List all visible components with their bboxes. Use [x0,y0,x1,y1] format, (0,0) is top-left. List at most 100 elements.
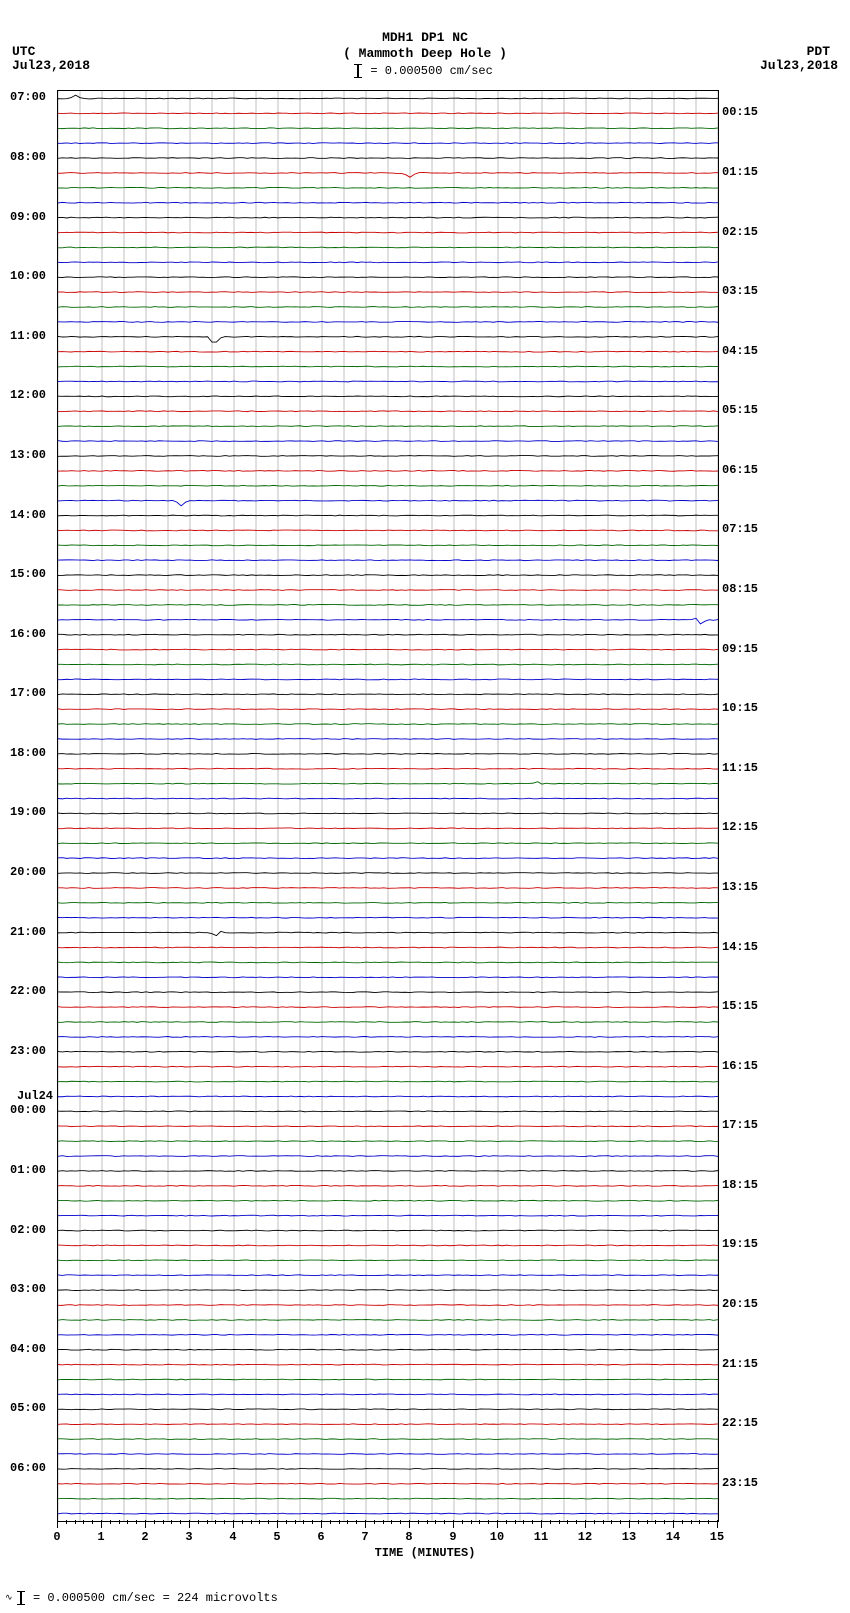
xtick-minor [594,1520,595,1524]
xtick-minor [691,1520,692,1524]
ylabel-left: 20:00 [10,865,46,879]
xtick-minor [559,1520,560,1524]
xtick-minor [576,1520,577,1524]
ylabel-right: 07:15 [722,522,758,536]
xtick-label: 7 [361,1530,368,1544]
xtick-minor [198,1520,199,1524]
xaxis-label: TIME (MINUTES) [0,1546,850,1560]
xtick-label: 3 [185,1530,192,1544]
ylabel-left: 05:00 [10,1401,46,1415]
xtick-major [145,1520,146,1528]
xtick-minor [427,1520,428,1524]
xtick-minor [92,1520,93,1524]
xtick-label: 11 [534,1530,548,1544]
xtick-label: 15 [710,1530,724,1544]
date-right: Jul23,2018 [760,58,838,73]
xtick-major [101,1520,102,1528]
ylabel-right: 23:15 [722,1476,758,1490]
xtick-minor [391,1520,392,1524]
ylabel-left: 21:00 [10,925,46,939]
xtick-minor [110,1520,111,1524]
xtick-minor [154,1520,155,1524]
xtick-minor [550,1520,551,1524]
xtick-label: 8 [405,1530,412,1544]
xtick-minor [180,1520,181,1524]
ylabel-left: 09:00 [10,210,46,224]
xtick-minor [356,1520,357,1524]
ylabel-left: 06:00 [10,1461,46,1475]
station-code: MDH1 DP1 NC [0,30,850,45]
xtick-minor [603,1520,604,1524]
ylabel-left: 03:00 [10,1282,46,1296]
xtick-minor [620,1520,621,1524]
ylabel-right: 13:15 [722,880,758,894]
xtick-major [717,1520,718,1528]
xtick-minor [207,1520,208,1524]
ylabel-left: 18:00 [10,746,46,760]
xtick-minor [488,1520,489,1524]
xtick-minor [259,1520,260,1524]
xtick-major [57,1520,58,1528]
ylabel-left: 04:00 [10,1342,46,1356]
xtick-label: 6 [317,1530,324,1544]
station-name: ( Mammoth Deep Hole ) [0,46,850,61]
xtick-label: 5 [273,1530,280,1544]
scale-bar-icon [357,64,359,78]
tz-left: UTC [12,44,35,59]
ylabel-right: 15:15 [722,999,758,1013]
xtick-minor [83,1520,84,1524]
day2-label: Jul24 [17,1089,53,1103]
ylabel-right: 02:15 [722,225,758,239]
xtick-minor [418,1520,419,1524]
xtick-minor [224,1520,225,1524]
xtick-label: 12 [578,1530,592,1544]
xtick-minor [374,1520,375,1524]
ylabel-left: 02:00 [10,1223,46,1237]
scale-text: = 0.000500 cm/sec [370,64,492,78]
ylabel-right: 20:15 [722,1297,758,1311]
xtick-minor [383,1520,384,1524]
xtick-minor [682,1520,683,1524]
xtick-minor [638,1520,639,1524]
ylabel-right: 16:15 [722,1059,758,1073]
ylabel-right: 09:15 [722,642,758,656]
seismogram-container: MDH1 DP1 NC ( Mammoth Deep Hole ) = 0.00… [0,0,850,1613]
scale-bar-icon [20,1591,22,1605]
xtick-minor [163,1520,164,1524]
xtick-minor [462,1520,463,1524]
xtick-minor [699,1520,700,1524]
date-left: Jul23,2018 [12,58,90,73]
xtick-minor [136,1520,137,1524]
ylabel-left: 16:00 [10,627,46,641]
ylabel-right: 21:15 [722,1357,758,1371]
ylabel-right: 01:15 [722,165,758,179]
ylabel-left: 19:00 [10,805,46,819]
xtick-minor [339,1520,340,1524]
ylabel-left: 14:00 [10,508,46,522]
xtick-label: 4 [229,1530,236,1544]
xtick-major [321,1520,322,1528]
xtick-major [453,1520,454,1528]
xtick-minor [567,1520,568,1524]
ylabel-right: 14:15 [722,940,758,954]
xtick-major [673,1520,674,1528]
xtick-minor [655,1520,656,1524]
xtick-minor [506,1520,507,1524]
xtick-minor [347,1520,348,1524]
xtick-minor [268,1520,269,1524]
seismogram-plot [57,90,719,1522]
xtick-label: 10 [490,1530,504,1544]
xtick-minor [400,1520,401,1524]
xtick-major [365,1520,366,1528]
ylabel-right: 04:15 [722,344,758,358]
ylabel-left: 13:00 [10,448,46,462]
xtick-minor [119,1520,120,1524]
xtick-minor [515,1520,516,1524]
xtick-minor [435,1520,436,1524]
xtick-major [629,1520,630,1528]
ylabel-left: 08:00 [10,150,46,164]
xtick-label: 1 [97,1530,104,1544]
ylabel-left: 23:00 [10,1044,46,1058]
ylabel-right: 18:15 [722,1178,758,1192]
xtick-minor [251,1520,252,1524]
